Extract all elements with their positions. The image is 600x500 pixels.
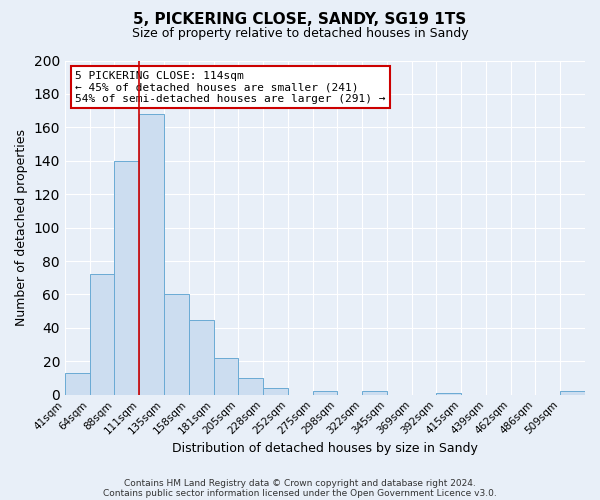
Text: Contains public sector information licensed under the Open Government Licence v3: Contains public sector information licen… — [103, 488, 497, 498]
Bar — [65, 373, 89, 394]
Text: Size of property relative to detached houses in Sandy: Size of property relative to detached ho… — [131, 28, 469, 40]
Bar — [89, 274, 115, 394]
Bar — [238, 378, 263, 394]
Y-axis label: Number of detached properties: Number of detached properties — [15, 129, 28, 326]
Bar — [362, 392, 387, 394]
Bar — [214, 358, 238, 395]
Text: 5, PICKERING CLOSE, SANDY, SG19 1TS: 5, PICKERING CLOSE, SANDY, SG19 1TS — [133, 12, 467, 28]
Bar — [263, 388, 288, 394]
Bar — [164, 294, 189, 394]
Text: 5 PICKERING CLOSE: 114sqm
← 45% of detached houses are smaller (241)
54% of semi: 5 PICKERING CLOSE: 114sqm ← 45% of detac… — [76, 70, 386, 104]
X-axis label: Distribution of detached houses by size in Sandy: Distribution of detached houses by size … — [172, 442, 478, 455]
Bar — [189, 320, 214, 394]
Bar — [139, 114, 164, 394]
Bar — [115, 161, 139, 394]
Bar — [560, 392, 585, 394]
Text: Contains HM Land Registry data © Crown copyright and database right 2024.: Contains HM Land Registry data © Crown c… — [124, 478, 476, 488]
Bar — [436, 393, 461, 394]
Bar — [313, 392, 337, 394]
